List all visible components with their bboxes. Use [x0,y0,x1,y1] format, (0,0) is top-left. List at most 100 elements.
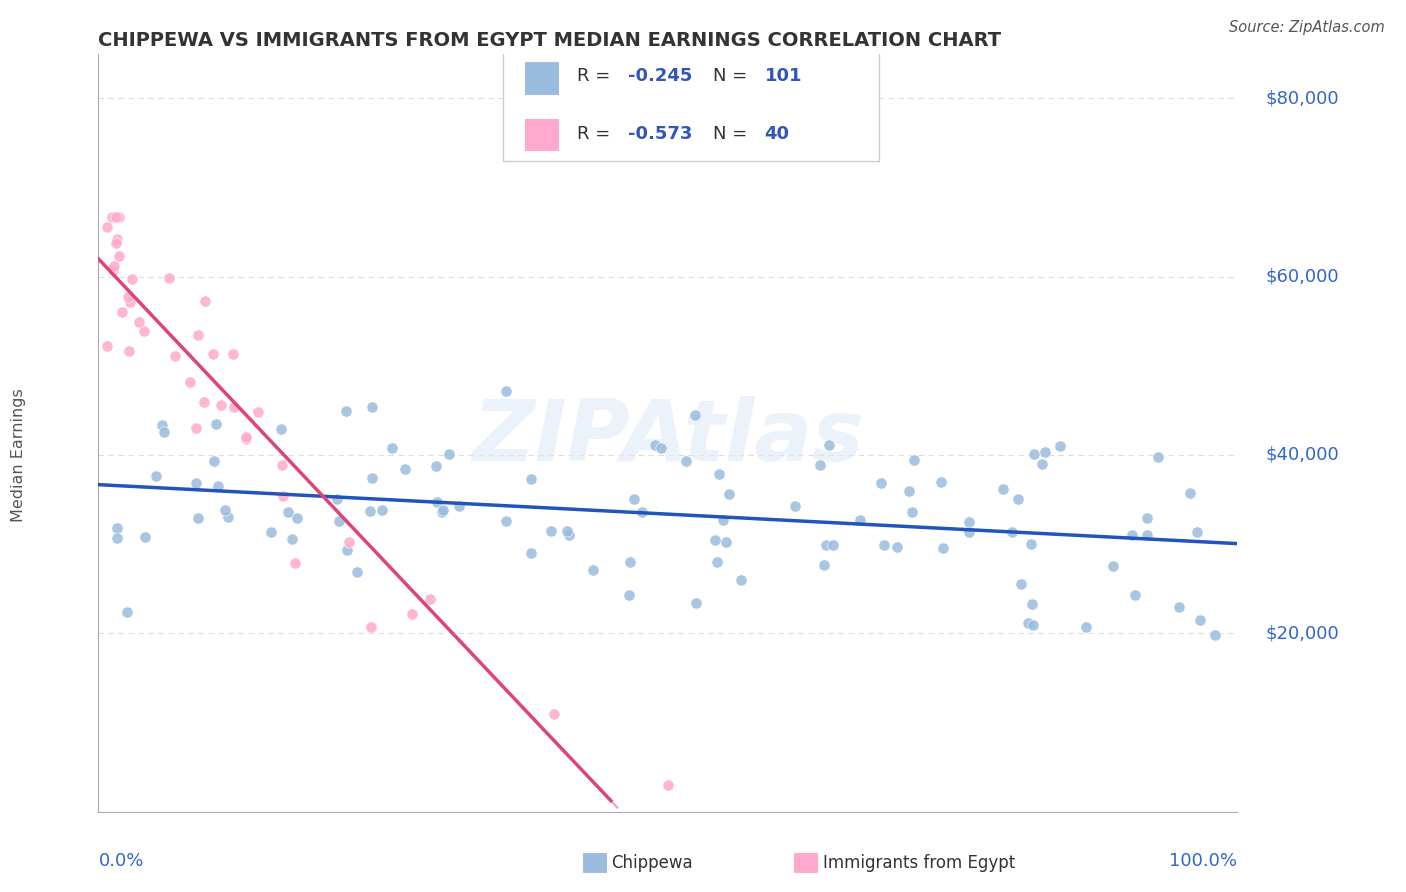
Point [326,492,349,507]
Point [657,778,679,792]
Point [870,476,893,491]
Point [193,394,215,409]
Point [105,211,128,225]
Text: Immigrants from Egypt: Immigrants from Egypt [823,854,1015,871]
Point [1001,525,1024,540]
Point [205,417,228,431]
Point [246,405,269,419]
Point [1049,439,1071,453]
Point [437,447,460,461]
Point [703,533,725,548]
Point [1147,450,1170,464]
Point [128,315,150,329]
Point [520,473,543,487]
Point [957,524,980,539]
Point [1010,577,1032,591]
Text: $60,000: $60,000 [1265,268,1340,285]
Point [107,520,129,534]
FancyBboxPatch shape [524,62,558,94]
Point [783,499,806,513]
Point [202,347,225,361]
Point [150,418,173,433]
Point [706,555,728,569]
Point [1074,620,1097,634]
Text: 40: 40 [765,125,790,143]
Point [336,543,359,558]
Point [1123,588,1146,602]
Point [118,343,141,358]
Point [873,538,896,552]
Point [1180,486,1202,500]
Point [808,458,831,472]
Point [430,505,453,519]
Point [520,546,543,560]
Point [394,462,416,476]
Point [814,538,837,552]
Point [425,458,447,473]
Point [187,327,209,342]
Point [101,262,124,277]
Point [709,467,731,481]
Point [886,540,908,554]
Point [619,588,641,602]
Point [202,454,225,468]
Point [1022,447,1045,461]
Point [644,438,666,452]
Text: 0.0%: 0.0% [98,852,143,870]
Point [623,491,645,506]
Point [277,505,299,519]
Point [337,534,360,549]
Point [184,421,207,435]
Point [108,249,131,263]
Point [259,524,281,539]
Point [222,347,245,361]
Point [813,558,835,572]
Point [900,505,922,519]
Point [1022,618,1045,632]
Point [495,514,517,528]
Point [932,541,955,556]
Point [359,504,381,518]
Point [121,272,143,286]
Point [957,515,980,529]
Point [153,425,176,439]
Point [235,432,257,446]
Point [134,324,156,338]
Point [1021,597,1043,611]
Point [650,442,672,456]
Text: 101: 101 [765,67,803,85]
Point [335,404,357,418]
Point [271,489,294,503]
Point [1101,559,1123,574]
Point [1033,444,1056,458]
Point [179,375,201,389]
Point [104,236,127,251]
Point [285,511,308,525]
Point [582,563,605,577]
Text: Chippewa: Chippewa [612,854,693,871]
Point [730,574,752,588]
Point [929,475,952,489]
Point [134,531,156,545]
Point [108,210,131,224]
Point [103,260,125,274]
Text: R =: R = [576,125,616,143]
Point [1204,628,1226,642]
Text: Median Earnings: Median Earnings [11,388,27,522]
Text: $20,000: $20,000 [1265,624,1340,642]
Point [630,505,652,519]
Point [1017,615,1039,630]
Point [675,454,697,468]
Text: N =: N = [713,125,754,143]
Point [271,458,294,473]
Point [222,400,245,414]
Point [381,442,404,456]
Point [558,528,581,542]
Point [849,513,872,527]
Point [717,487,740,501]
Point [1019,537,1042,551]
Point [117,605,139,619]
Point [145,469,167,483]
Point [619,555,641,569]
Point [194,293,217,308]
